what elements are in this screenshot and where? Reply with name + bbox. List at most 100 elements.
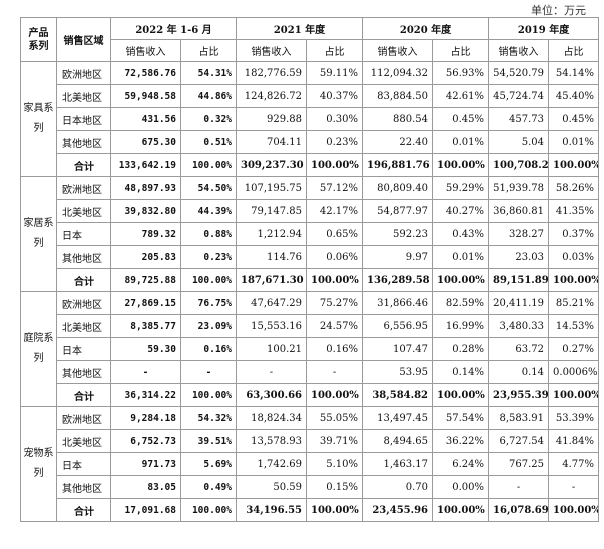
table-row-total: 合计 133,642.19 100.00% 309,237.30 100.00% 196,…	[21, 153, 600, 177]
ratio-cell: 57.54%	[432, 406, 490, 430]
ratio-cell: 53.39%	[548, 406, 600, 430]
sales-region-table: 产品系列 销售区域 2022 年 1-6 月 2021 年度 2020 年度 2…	[20, 17, 600, 522]
ratio-cell: 100.00%	[432, 268, 490, 292]
region-cell: 合计	[56, 498, 111, 522]
revenue-cell: 23,955.39	[488, 383, 550, 407]
table-row: 庭院系列 欧洲地区 27,869.15 76.75% 47,647.29 75.27% 31…	[20, 291, 600, 407]
region-cell: 欧洲地区	[56, 406, 111, 430]
header-period-2021: 2021 年度	[235, 17, 364, 40]
ratio-cell: 75.27%	[305, 291, 364, 315]
ratio-cell: 44.39%	[180, 199, 237, 223]
region-cell: 北美地区	[56, 314, 111, 338]
revenue-cell: 196,881.76	[362, 153, 434, 177]
revenue-cell: 124,826.72	[236, 84, 307, 108]
table-row: 日本 971.73 5.69% 1,742.69 5.10% 1,463.17 6.24% 7…	[21, 452, 600, 476]
ratio-cell: 0.23%	[305, 130, 364, 154]
ratio-cell: 23.09%	[180, 314, 237, 338]
ratio-cell: 0.16%	[180, 337, 237, 361]
header-category: 产品系列	[20, 17, 57, 62]
ratio-cell: 0.15%	[305, 475, 364, 499]
revenue-cell: 20,411.19	[488, 291, 550, 315]
region-cell: 合计	[56, 153, 111, 177]
category-cell: 庭院系列	[20, 291, 57, 407]
revenue-cell: 36,860.81	[488, 199, 550, 223]
ratio-cell: 54.32%	[180, 406, 237, 430]
revenue-cell: 45,724.74	[488, 84, 550, 108]
revenue-cell: 83,884.50	[362, 84, 434, 108]
ratio-cell: 0.28%	[432, 337, 490, 361]
table-row-total: 合计 17,091.68 100.00% 34,196.55 100.00% 23,455…	[21, 498, 600, 522]
ratio-cell: 54.50%	[180, 176, 237, 200]
region-cell: 日本地区	[56, 107, 111, 131]
ratio-cell: 100.00%	[432, 498, 490, 522]
revenue-cell: 3,480.33	[488, 314, 550, 338]
region-cell: 其他地区	[56, 130, 111, 154]
revenue-cell: 63,300.66	[236, 383, 307, 407]
revenue-cell: 80,809.40	[362, 176, 434, 200]
ratio-cell: 40.27%	[432, 199, 490, 223]
ratio-cell: 82.59%	[432, 291, 490, 315]
ratio-cell: 0.65%	[305, 222, 364, 246]
ratio-cell: 14.53%	[548, 314, 600, 338]
revenue-cell: 1,212.94	[236, 222, 307, 246]
revenue-cell: 13,497.45	[362, 406, 434, 430]
revenue-cell: 31,866.46	[362, 291, 434, 315]
header-ratio: 占比	[432, 39, 490, 62]
ratio-cell: 41.35%	[548, 199, 600, 223]
category-cell: 宠物系列	[20, 406, 57, 522]
ratio-cell: 39.51%	[180, 429, 237, 453]
revenue-cell: 431.56	[110, 107, 181, 131]
table-body: 家具系列 欧洲地区 72,586.76 54.31% 182,776.59 59.11% 1…	[20, 61, 600, 522]
revenue-cell: 54,520.79	[488, 61, 550, 85]
revenue-cell: 9.97	[362, 245, 434, 269]
revenue-cell: 136,289.58	[362, 268, 434, 292]
table-row: 北美地区 59,948.58 44.86% 124,826.72 40.37% 83,88…	[21, 84, 600, 108]
revenue-cell: 8,385.77	[110, 314, 181, 338]
revenue-cell: 100,708.29	[488, 153, 550, 177]
ratio-cell: 59.11%	[305, 61, 364, 85]
revenue-cell: 9,284.18	[110, 406, 181, 430]
revenue-cell: 27,869.15	[110, 291, 181, 315]
region-cell: 北美地区	[56, 199, 111, 223]
revenue-cell: 8,583.91	[488, 406, 550, 430]
revenue-cell: 13,578.93	[236, 429, 307, 453]
revenue-cell: 38,584.82	[362, 383, 434, 407]
revenue-cell: -	[110, 360, 181, 384]
revenue-cell: 89,725.88	[110, 268, 181, 292]
region-cell: 北美地区	[56, 429, 111, 453]
unit-label: 单位：万元	[531, 4, 586, 17]
revenue-cell: 5.04	[488, 130, 550, 154]
ratio-cell: 0.27%	[548, 337, 600, 361]
revenue-cell: 205.83	[110, 245, 181, 269]
region-cell: 其他地区	[56, 360, 111, 384]
ratio-cell: 45.40%	[548, 84, 600, 108]
revenue-cell: 22.40	[362, 130, 434, 154]
ratio-cell: 100.00%	[548, 153, 600, 177]
revenue-cell: 89,151.89	[488, 268, 550, 292]
revenue-cell: 72,586.76	[110, 61, 181, 85]
ratio-cell: 100.00%	[305, 268, 364, 292]
header-ratio: 占比	[180, 39, 237, 62]
ratio-cell: 6.24%	[432, 452, 490, 476]
revenue-cell: -	[236, 360, 307, 384]
revenue-cell: 48,897.93	[110, 176, 181, 200]
revenue-cell: 309,237.30	[236, 153, 307, 177]
region-cell: 欧洲地区	[56, 61, 111, 85]
revenue-cell: 100.21	[236, 337, 307, 361]
region-cell: 欧洲地区	[56, 291, 111, 315]
ratio-cell: 0.03%	[548, 245, 600, 269]
ratio-cell: 5.69%	[180, 452, 237, 476]
revenue-cell: 83.05	[110, 475, 181, 499]
ratio-cell: -	[180, 360, 237, 384]
header-row-periods: 产品系列 销售区域 2022 年 1-6 月 2021 年度 2020 年度 2…	[20, 17, 600, 62]
ratio-cell: 100.00%	[180, 383, 237, 407]
ratio-cell: 41.84%	[548, 429, 600, 453]
header-revenue: 销售收入	[110, 39, 181, 62]
ratio-cell: 100.00%	[180, 153, 237, 177]
revenue-cell: 971.73	[110, 452, 181, 476]
revenue-cell: 592.23	[362, 222, 434, 246]
region-cell: 欧洲地区	[56, 176, 111, 200]
ratio-cell: 100.00%	[180, 498, 237, 522]
region-cell: 日本	[56, 452, 111, 476]
revenue-cell: 50.59	[236, 475, 307, 499]
